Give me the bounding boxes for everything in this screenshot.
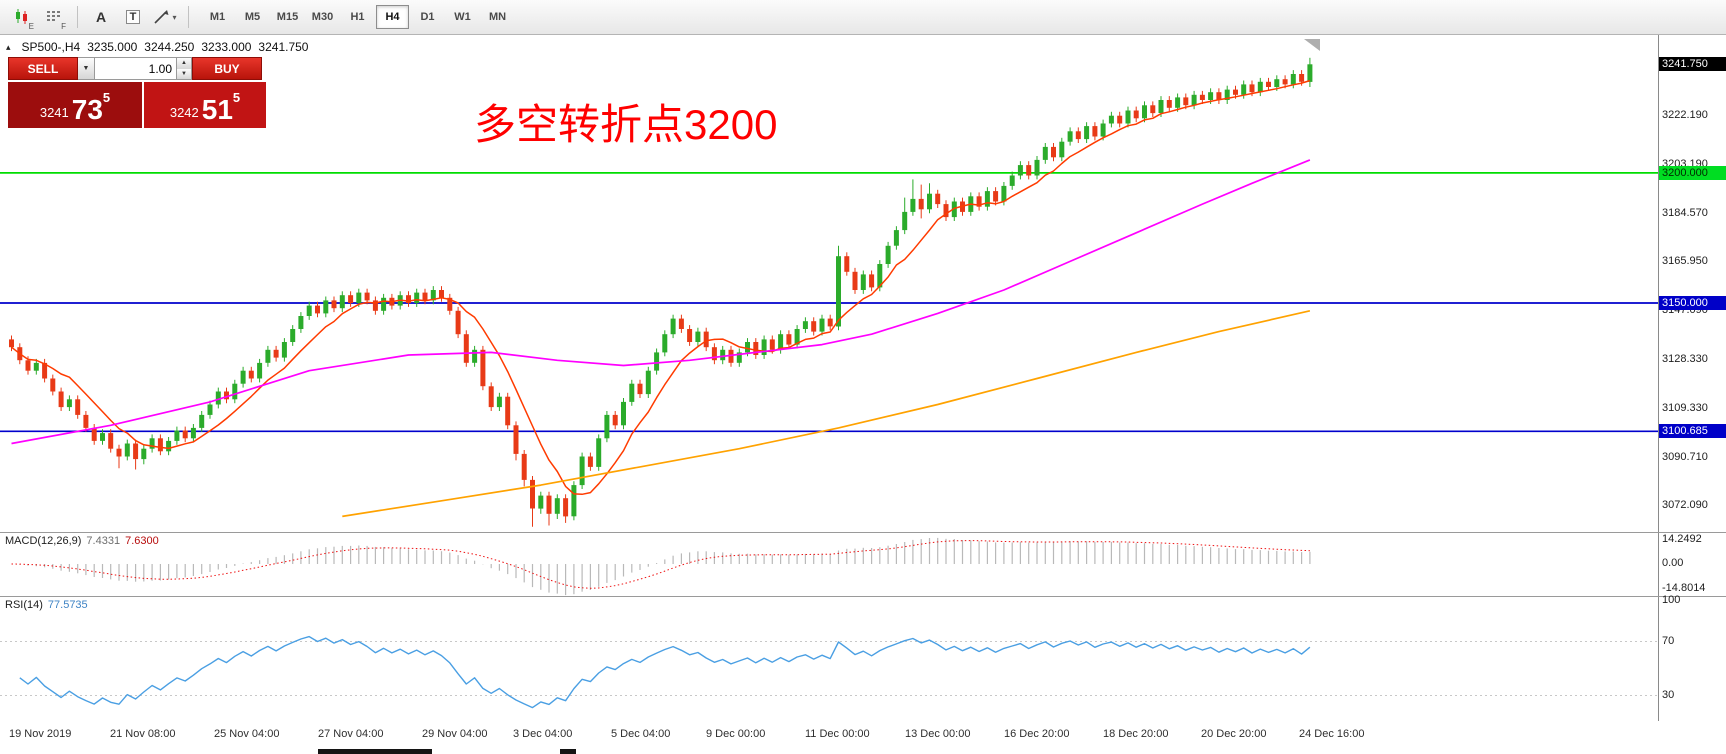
taskbar-sliver (318, 749, 432, 754)
timeframe-h1[interactable]: H1 (350, 11, 365, 23)
collapse-marker-icon[interactable]: ▴ (6, 42, 11, 52)
chart-canvas[interactable] (0, 35, 1658, 721)
chart-window: ▴ SP500-,H4 3235.000 3244.250 3233.000 3241.7… (0, 35, 1726, 754)
price-axis-label: 3222.190 (1662, 108, 1708, 121)
volume-dropdown-button[interactable]: ▼ (78, 57, 95, 80)
grid-glyph (47, 11, 60, 21)
bottom-strip (0, 748, 1726, 754)
sell-price-display[interactable]: 3241 73 5 (8, 82, 142, 128)
time-axis-label: 18 Dec 20:00 (1103, 728, 1169, 740)
symbol-ohlc-header: ▴ SP500-,H4 3235.000 3244.250 3233.000 3241.7… (6, 40, 308, 54)
time-axis-label: 27 Nov 04:00 (318, 728, 384, 740)
buy-price-prefix: 3242 (169, 105, 199, 120)
candles-glyph (16, 9, 27, 24)
chevron-down-icon: ▾ (172, 12, 177, 22)
trendline-glyph (154, 9, 169, 24)
timeframe-w1[interactable]: W1 (454, 11, 471, 23)
timeframe-m15[interactable]: M15 (276, 11, 299, 23)
rsi-axis-70: 70 (1662, 635, 1675, 647)
time-axis-label: 5 Dec 04:00 (611, 728, 671, 740)
one-click-trading-panel: SELL ▼ ▲ ▼ BUY 3241 73 5 3242 51 5 (8, 57, 266, 128)
candles-icon-sub: E (28, 22, 34, 31)
price-axis-label: 3072.090 (1662, 499, 1708, 512)
rsi-axis-100: 100 (1662, 594, 1681, 606)
chart-shift-marker (1304, 39, 1320, 51)
top-toolbar: E F A T ▾ M1 M5 M15 M30 H1 H4 D1 W1 MN (0, 0, 1726, 35)
text-box-glyph: T (125, 10, 141, 24)
sell-button[interactable]: SELL (8, 57, 78, 80)
time-axis[interactable]: 19 Nov 2019 21 Nov 08:00 25 Nov 04:00 27 No… (0, 721, 1726, 748)
grid-icon[interactable]: F (40, 3, 68, 31)
macd-main-value: 7.4331 (86, 535, 121, 547)
low-value: 3233.000 (201, 40, 252, 54)
symbol-label: SP500-,H4 (21, 40, 81, 54)
buy-button[interactable]: BUY (192, 57, 262, 80)
toolbar-separator (188, 6, 189, 28)
price-axis-label: 3109.330 (1662, 402, 1708, 415)
price-axis-separator (1658, 35, 1659, 721)
sell-price-prefix: 3241 (39, 105, 69, 120)
buy-price-sup: 5 (232, 90, 241, 105)
price-axis-label: 3128.330 (1662, 352, 1708, 365)
time-axis-label: 24 Dec 16:00 (1299, 728, 1365, 740)
sell-price-big: 73 (71, 94, 103, 125)
rsi-indicator-label: RSI(14) 77.5735 (5, 599, 88, 611)
rsi-value: 77.5735 (47, 599, 88, 611)
hline-3100-tag: 3100.685 (1659, 424, 1726, 439)
text-label-glyph: A (95, 9, 107, 25)
chart-candles-icon[interactable]: E (8, 3, 36, 31)
time-axis-label: 25 Nov 04:00 (214, 728, 280, 740)
grid-icon-sub: F (61, 22, 66, 31)
timeframe-h4[interactable]: H4 (376, 5, 409, 29)
time-axis-label: 3 Dec 04:00 (513, 728, 573, 740)
timeframe-mn[interactable]: MN (488, 11, 507, 23)
rsi-title: RSI(14) (5, 599, 43, 611)
time-axis-label: 19 Nov 2019 (9, 728, 72, 740)
timeframe-m5[interactable]: M5 (244, 11, 261, 23)
chevron-down-icon: ▼ (82, 65, 90, 72)
time-axis-label: 9 Dec 00:00 (706, 728, 766, 740)
macd-axis-min: -14.8014 (1662, 582, 1706, 594)
timeframe-d1[interactable]: D1 (420, 11, 435, 23)
price-axis-label: 3090.710 (1662, 450, 1708, 463)
chart-text-annotation: 多空转折点3200 (474, 101, 778, 148)
current-price-tag: 3241.750 (1659, 57, 1726, 72)
price-axis-label: 3184.570 (1662, 206, 1708, 219)
line-studies-icon[interactable]: ▾ (151, 3, 179, 31)
macd-signal-value: 7.6300 (125, 535, 159, 547)
timeframe-m1[interactable]: M1 (209, 11, 226, 23)
close-value: 3241.750 (258, 40, 309, 54)
high-value: 3244.250 (144, 40, 195, 54)
macd-indicator-label: MACD(12,26,9) 7.4331 7.6300 (5, 535, 159, 547)
text-label-icon[interactable]: A (87, 3, 115, 31)
hline-3150-tag: 3150.000 (1659, 296, 1726, 310)
timeframe-buttons: M1 M5 M15 M30 H1 H4 D1 W1 MN (200, 5, 515, 29)
time-axis-label: 16 Dec 20:00 (1004, 728, 1070, 740)
macd-axis-max: 14.2492 (1662, 533, 1702, 545)
hline-3200-tag: 3200.000 (1659, 165, 1726, 180)
buy-price-display[interactable]: 3242 51 5 (144, 82, 266, 128)
toolbar-separator (77, 6, 78, 28)
open-value: 3235.000 (87, 40, 138, 54)
volume-step-up[interactable]: ▲ (177, 58, 191, 69)
volume-stepper: ▲ ▼ (177, 57, 192, 80)
time-axis-label: 13 Dec 00:00 (905, 728, 971, 740)
buy-price-big: 51 (201, 94, 233, 125)
sell-price-sup: 5 (102, 90, 111, 105)
timeframe-m30[interactable]: M30 (311, 11, 334, 23)
time-axis-label: 11 Dec 00:00 (805, 728, 870, 740)
price-axis-label: 3165.950 (1662, 255, 1708, 267)
macd-pane-separator[interactable] (0, 532, 1726, 533)
volume-step-down[interactable]: ▼ (177, 68, 191, 79)
time-axis-label: 20 Dec 20:00 (1201, 728, 1267, 740)
macd-title: MACD(12,26,9) (5, 535, 82, 547)
time-axis-label: 29 Nov 04:00 (422, 728, 488, 740)
text-box-icon[interactable]: T (119, 3, 147, 31)
taskbar-sliver (560, 749, 576, 754)
macd-axis-zero: 0.00 (1662, 557, 1684, 569)
rsi-axis-30: 30 (1662, 689, 1675, 701)
time-axis-label: 21 Nov 08:00 (110, 728, 176, 740)
volume-input[interactable] (95, 57, 177, 80)
rsi-pane-separator[interactable] (0, 596, 1726, 597)
